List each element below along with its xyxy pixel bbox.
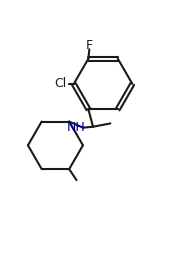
Text: NH: NH [67,121,86,134]
Text: F: F [86,39,93,52]
Text: Cl: Cl [54,77,66,90]
